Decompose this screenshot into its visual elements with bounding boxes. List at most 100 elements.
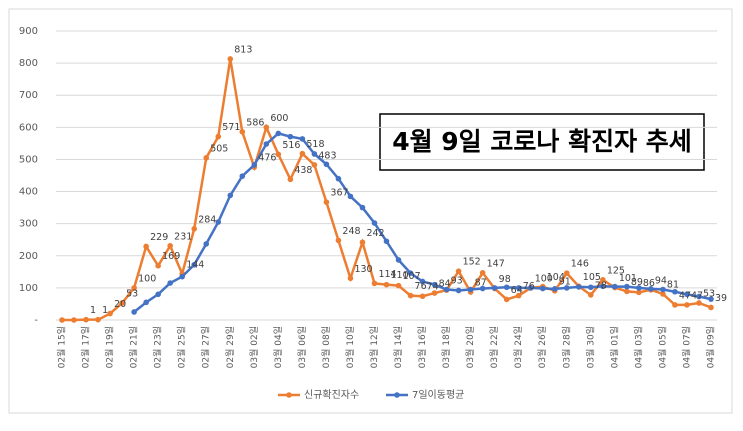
x-tick-label: 02월 25일 xyxy=(176,326,188,368)
data-label: 104 xyxy=(547,272,565,283)
data-point xyxy=(515,285,522,291)
data-point xyxy=(107,310,113,317)
data-point xyxy=(263,141,270,147)
data-point xyxy=(612,283,618,290)
data-label: 39 xyxy=(715,293,727,304)
data-point xyxy=(636,285,642,291)
chart-frame xyxy=(8,8,733,414)
data-point xyxy=(239,173,246,179)
data-label: 229 xyxy=(150,232,168,243)
data-point xyxy=(708,304,714,311)
data-point xyxy=(287,133,294,140)
data-point xyxy=(491,285,498,291)
data-point xyxy=(563,270,570,276)
data-label: 600 xyxy=(270,113,288,124)
x-tick-label: 02월 21일 xyxy=(128,326,140,368)
annotation: 4월 9일 코로나 확진자 추세 xyxy=(392,127,692,156)
y-tick-label: 500 xyxy=(19,154,38,165)
data-point xyxy=(287,176,294,183)
data-point xyxy=(503,296,510,303)
data-label: 98 xyxy=(499,274,511,285)
data-point xyxy=(191,226,198,232)
x-tick-label: 02월 19일 xyxy=(104,326,116,368)
data-label: 1 xyxy=(90,305,96,316)
data-label: 100 xyxy=(138,273,156,284)
data-point xyxy=(624,288,630,295)
data-point xyxy=(191,261,198,268)
data-point xyxy=(179,273,185,280)
data-label: 100 xyxy=(535,273,553,284)
data-label: 516 xyxy=(282,140,300,151)
data-label: 20 xyxy=(114,299,126,310)
data-point xyxy=(239,129,246,135)
x-tick-label: 04월 03일 xyxy=(632,326,644,368)
data-point xyxy=(431,290,438,296)
data-label: 91 xyxy=(559,276,571,287)
data-point xyxy=(131,285,137,291)
data-point xyxy=(71,317,77,323)
data-point xyxy=(551,286,558,292)
data-label: 94 xyxy=(655,275,667,286)
y-tick-label: 300 xyxy=(19,219,38,230)
data-point xyxy=(311,151,318,157)
data-label: 53 xyxy=(703,288,715,299)
x-tick-label: 03월 02일 xyxy=(248,326,260,368)
data-label: 93 xyxy=(451,276,463,287)
data-point xyxy=(359,239,366,246)
data-point xyxy=(431,281,438,288)
legend-label: 7일이동평균 xyxy=(412,389,464,401)
data-point xyxy=(83,316,89,323)
x-tick-label: 03월 24일 xyxy=(512,326,524,368)
data-point xyxy=(455,287,462,294)
data-point xyxy=(684,302,690,308)
data-point xyxy=(167,243,173,249)
data-point xyxy=(251,162,258,168)
data-label: 47 xyxy=(679,290,691,301)
data-label: 242 xyxy=(366,228,384,239)
data-point xyxy=(696,300,702,306)
x-tick-label: 03월 12일 xyxy=(368,326,380,368)
data-point xyxy=(167,280,173,286)
data-point xyxy=(479,285,486,292)
data-point xyxy=(539,285,546,292)
data-point xyxy=(395,257,402,263)
data-point xyxy=(215,133,222,140)
data-label: 47 xyxy=(691,290,703,301)
data-point xyxy=(131,309,137,315)
data-label: 105 xyxy=(583,272,601,283)
data-point xyxy=(59,317,65,323)
data-point xyxy=(95,316,101,323)
data-point xyxy=(419,293,426,300)
data-point xyxy=(155,291,161,298)
x-tick-label: 04월 01일 xyxy=(608,326,620,368)
data-label: 813 xyxy=(234,44,252,55)
x-tick-label: 03월 18일 xyxy=(440,326,452,368)
data-label: 64 xyxy=(511,285,523,296)
data-label: 87 xyxy=(475,278,487,289)
x-tick-label: 03월 30일 xyxy=(584,326,596,368)
data-label: 89 xyxy=(631,277,643,288)
data-point xyxy=(347,275,354,282)
data-point xyxy=(383,238,390,245)
x-tick-label: 02월 17일 xyxy=(80,326,92,368)
legend-marker xyxy=(286,392,292,398)
x-tick-label: 03월 28일 xyxy=(560,326,572,368)
data-point xyxy=(227,192,234,199)
y-tick-label: 900 xyxy=(19,26,38,37)
data-point xyxy=(407,270,414,276)
data-point xyxy=(708,296,714,302)
x-tick-label: 03월 04일 xyxy=(272,326,284,368)
data-label: 114 xyxy=(378,269,396,280)
data-label: 144 xyxy=(186,259,204,270)
y-tick-label: 400 xyxy=(19,187,38,198)
data-label: 248 xyxy=(342,226,360,237)
data-label: 81 xyxy=(667,279,679,290)
data-point xyxy=(515,292,522,299)
x-tick-label: 04월 09일 xyxy=(704,326,716,368)
data-point xyxy=(383,281,390,288)
annotation-box xyxy=(379,113,705,171)
x-tick-label: 03월 26일 xyxy=(536,326,548,368)
data-point xyxy=(660,291,666,297)
data-label: 110 xyxy=(391,270,409,281)
